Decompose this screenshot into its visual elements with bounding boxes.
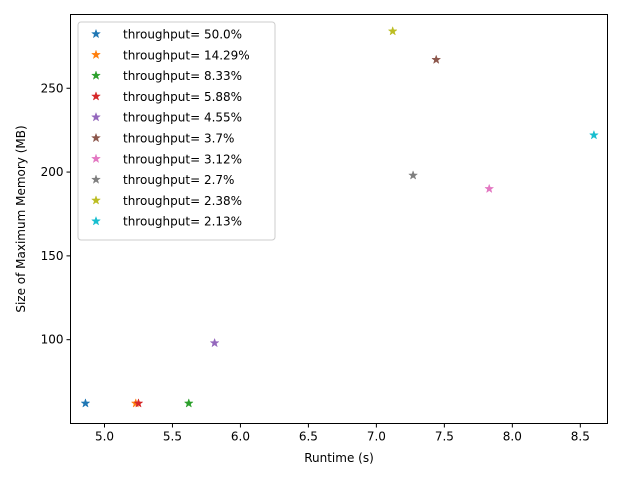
legend-marker <box>90 215 102 226</box>
data-point <box>133 398 144 408</box>
data-point <box>80 398 91 408</box>
x-tick-label: 8.5 <box>571 430 590 444</box>
legend-marker <box>90 174 102 184</box>
data-point <box>431 54 442 65</box>
legend-marker <box>90 111 102 122</box>
x-tick-label: 7.5 <box>435 430 454 444</box>
data-point <box>183 398 194 408</box>
data-points <box>80 25 599 408</box>
legend-label: throughput= 2.38% <box>123 194 242 208</box>
y-axis-ticks: 100 150 200 250 <box>41 81 71 347</box>
y-tick-label: 150 <box>41 249 64 263</box>
legend-box <box>77 21 276 241</box>
x-axis-ticks: 5.0 5.5 6.0 6.5 7.0 7.5 8.0 8.5 <box>95 423 590 444</box>
legend-marker <box>90 49 102 60</box>
data-point <box>387 25 398 36</box>
data-point <box>588 129 599 140</box>
legend: throughput= 50.0% throughput= 14.29% throu… <box>77 21 276 241</box>
legend-marker <box>90 132 102 143</box>
legend-label: throughput= 5.88% <box>123 90 242 104</box>
x-tick-label: 6.5 <box>299 430 318 444</box>
legend-label: throughput= 14.29% <box>123 48 250 62</box>
y-axis-label: Size of Maximum Memory (MB) <box>14 125 28 312</box>
legend-label: throughput= 50.0% <box>123 28 242 42</box>
legend-marker <box>90 28 102 39</box>
legend-label: throughput= 4.55% <box>123 111 242 125</box>
legend-marker <box>90 91 102 101</box>
data-point <box>209 337 220 348</box>
data-point <box>484 183 495 194</box>
legend-marker <box>90 153 102 164</box>
x-tick-label: 6.0 <box>231 430 250 444</box>
y-tick-label: 250 <box>41 81 64 95</box>
y-tick-label: 200 <box>41 165 64 179</box>
legend-label: throughput= 3.7% <box>123 132 234 146</box>
data-point <box>408 170 419 180</box>
x-tick-label: 5.0 <box>95 430 114 444</box>
y-tick-label: 100 <box>41 333 64 347</box>
x-tick-label: 8.0 <box>503 430 522 444</box>
legend-marker <box>90 195 102 205</box>
legend-marker <box>90 70 102 80</box>
legend-label: throughput= 2.7% <box>123 173 234 187</box>
x-tick-label: 7.0 <box>367 430 386 444</box>
legend-label: throughput= 3.12% <box>123 152 242 166</box>
legend-label: throughput= 8.33% <box>123 69 242 83</box>
plot-area-frame <box>70 14 608 424</box>
legend-label: throughput= 2.13% <box>123 215 242 229</box>
x-axis-label: Runtime (s) <box>304 451 374 465</box>
x-tick-label: 5.5 <box>163 430 182 444</box>
